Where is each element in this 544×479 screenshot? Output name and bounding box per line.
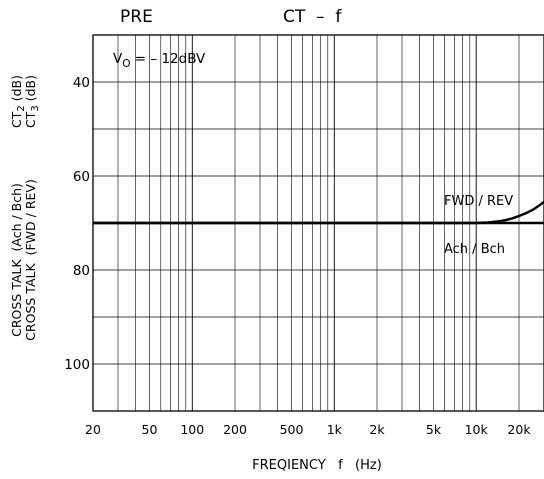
y-tick-label: 100 — [64, 357, 90, 373]
series-label-ach-bch: Ach / Bch — [444, 242, 505, 257]
y-tick-label: 40 — [73, 75, 90, 91]
x-tick-label: 100 — [180, 422, 204, 437]
x-tick-label: 2k — [369, 422, 385, 437]
tick-labels: 20 50 100 200 500 1k 2k 5k 10k 20k 40 60 80 100 — [64, 75, 531, 437]
y-axis-label-line-1: CROSS TALK (Ach / Bch) — [9, 183, 24, 337]
x-tick-label: 200 — [223, 422, 247, 437]
x-tick-label: 10k — [465, 422, 489, 437]
y-axis-label-line-2: CROSS TALK (FWD / REV) — [23, 179, 38, 341]
chart-title: CT – f — [283, 7, 342, 27]
x-tick-label: 5k — [426, 422, 442, 437]
x-tick-label: 1k — [327, 422, 343, 437]
header-left: PRE — [120, 7, 153, 27]
x-tick-label: 500 — [280, 422, 304, 437]
x-tick-label: 20k — [507, 422, 531, 437]
series-lines — [93, 200, 544, 225]
x-tick-label: 50 — [142, 422, 158, 437]
ct3-label: CT3(dB) — [23, 75, 41, 128]
series-label-fwd-rev: FWD / REV — [444, 194, 513, 209]
y-tick-label: 60 — [73, 169, 90, 185]
x-tick-label: 20 — [85, 422, 101, 437]
x-axis-label: FREQIENCY f (Hz) — [252, 458, 382, 473]
y-tick-label: 80 — [73, 263, 90, 279]
y-axis-label: CROSS TALK (Ach / Bch) CROSS TALK (FWD /… — [9, 75, 41, 341]
ct2-label: CT2(dB) — [9, 75, 27, 128]
condition-label: VO = – 12dBV — [113, 51, 206, 70]
